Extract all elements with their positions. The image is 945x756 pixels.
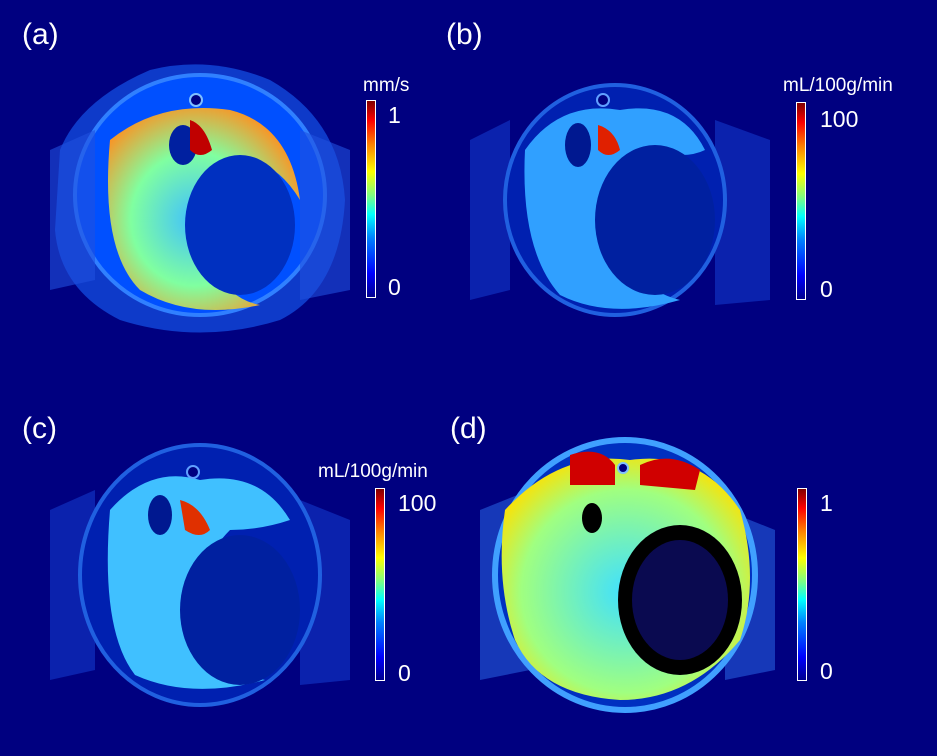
panel-c: (c) mL/100g/min 100 0 <box>0 390 470 756</box>
colorbar <box>366 100 376 298</box>
colorbar-min-label: 0 <box>820 276 833 302</box>
panel-label: (a) <box>22 18 59 51</box>
panel-label: (b) <box>446 18 483 51</box>
perfusion-map-image <box>470 83 770 317</box>
colorbar <box>375 488 385 681</box>
colorbar-max-label: 100 <box>398 490 437 516</box>
velocity-map-image <box>50 64 350 333</box>
colorbar-unit-label: mm/s <box>363 75 410 96</box>
panel-label: (c) <box>22 412 57 445</box>
perfusion-map-image <box>50 443 350 707</box>
colorbar-max-label: 1 <box>388 102 401 128</box>
panel-d: (d) 1 0 <box>440 390 937 756</box>
colorbar-unit-label: mL/100g/min <box>318 461 428 482</box>
panel-b: (b) mL/100g/min 100 0 <box>440 0 937 380</box>
panel-a: (a) mm/s 1 0 <box>0 0 470 380</box>
colorbar-unit-label: mL/100g/min <box>783 75 893 96</box>
colorbar-min-label: 0 <box>398 660 411 686</box>
colorbar-min-label: 0 <box>388 274 401 300</box>
colorbar-min-label: 0 <box>820 658 833 684</box>
colorbar-max-label: 100 <box>820 106 859 132</box>
panel-label: (d) <box>450 412 487 445</box>
colorbar <box>797 488 807 681</box>
colorbar-max-label: 1 <box>820 490 833 516</box>
colorbar <box>796 102 806 300</box>
fraction-map-image <box>480 437 775 713</box>
